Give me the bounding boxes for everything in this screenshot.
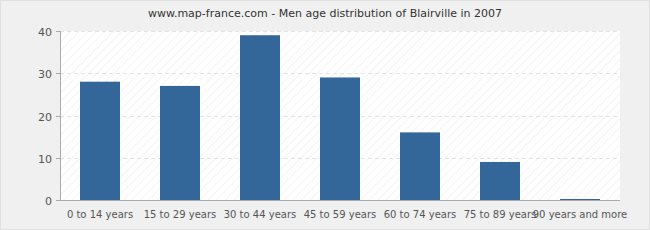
bar — [160, 86, 200, 200]
bar — [240, 35, 280, 200]
y-tick — [56, 116, 60, 117]
y-tick-label: 40 — [38, 26, 52, 39]
x-tick-label: 45 to 59 years — [304, 209, 377, 220]
y-tick — [56, 31, 60, 32]
x-axis — [60, 200, 620, 201]
bar — [320, 77, 360, 200]
y-tick-label: 20 — [38, 111, 52, 124]
bar — [400, 132, 440, 200]
chart-svg: www.map-france.com - Men age distributio… — [0, 0, 650, 230]
y-tick — [56, 200, 60, 201]
x-tick-label: 75 to 89 years — [464, 209, 537, 220]
grid-line — [60, 73, 620, 74]
y-tick-label: 10 — [38, 153, 52, 166]
x-tick-label: 60 to 74 years — [384, 209, 457, 220]
background — [1, 1, 650, 230]
y-tick — [56, 158, 60, 159]
title: www.map-france.com - Men age distributio… — [148, 7, 502, 20]
grid-line — [60, 200, 620, 201]
x-tick-label: 30 to 44 years — [224, 209, 297, 220]
x-tick-label: 90 years and more — [533, 209, 628, 220]
x-tick-label: 15 to 29 years — [144, 209, 217, 220]
y-tick-label: 30 — [38, 68, 52, 81]
y-tick-label: 0 — [45, 195, 52, 208]
y-axis — [60, 31, 61, 200]
y-tick — [56, 73, 60, 74]
bar — [80, 82, 120, 200]
plot-area — [60, 31, 620, 200]
grid-line — [60, 31, 620, 32]
chart-container: www.map-france.com - Men age distributio… — [0, 0, 650, 230]
bar — [480, 162, 520, 200]
x-tick-label: 0 to 14 years — [67, 209, 133, 220]
bars — [80, 35, 600, 200]
bar — [560, 199, 600, 200]
